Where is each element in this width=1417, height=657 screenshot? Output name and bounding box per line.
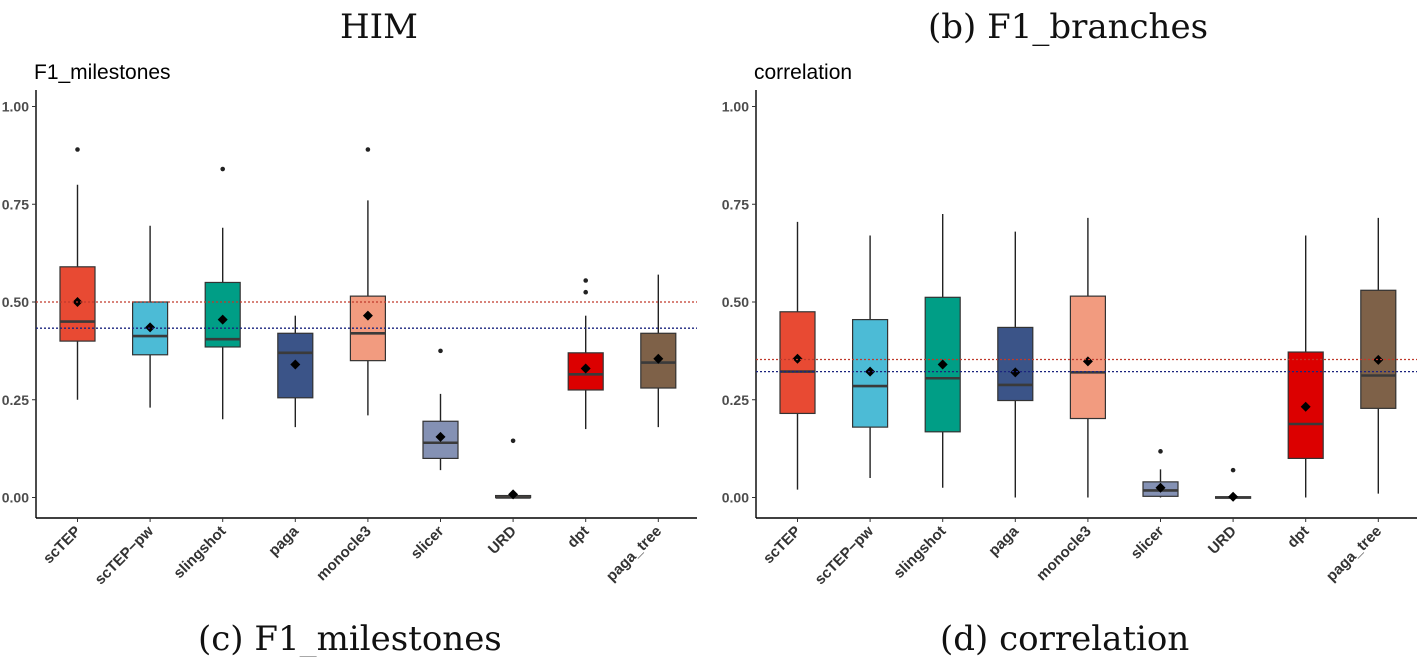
outlier-point — [75, 147, 80, 152]
y-tick-label: 0.00 — [722, 490, 749, 506]
x-category-label: scTEP−pw — [812, 523, 878, 589]
mean-marker — [937, 359, 948, 370]
y-tick-label: 1.00 — [722, 99, 749, 115]
y-tick-label: 0.50 — [2, 294, 29, 310]
mean-marker — [435, 431, 446, 442]
mean-marker — [580, 363, 591, 374]
x-category-label: scTEP — [760, 523, 804, 567]
x-category-label: scTEP — [40, 523, 84, 567]
box-sctep-pw — [851, 235, 889, 478]
x-category-label: paga_tree — [603, 523, 665, 585]
outlier-point — [438, 348, 443, 354]
mean-marker — [1373, 354, 1384, 365]
x-category-label: paga — [265, 522, 302, 559]
x-category-label: URD — [1205, 523, 1240, 558]
x-category-label: slicer — [1128, 523, 1168, 563]
box-dpt — [567, 278, 604, 430]
box-slicer — [1142, 449, 1179, 498]
x-category-label: scTEP−pw — [92, 523, 158, 589]
caption-top-right: (b) F1_branches — [928, 7, 1208, 47]
y-tick-label: 1.00 — [2, 99, 29, 115]
box-slicer — [422, 348, 459, 471]
chart-title-correlation: correlation — [754, 61, 852, 84]
y-tick-label: 0.25 — [2, 392, 29, 408]
mean-marker — [1300, 401, 1311, 412]
outlier-point — [510, 438, 516, 444]
x-category-label: monocle3 — [1033, 523, 1095, 585]
box-urd — [495, 438, 532, 500]
box-paga — [997, 231, 1034, 498]
mean-marker — [1155, 482, 1166, 493]
box-monocle3 — [1069, 217, 1107, 498]
x-category-label: slingshot — [170, 523, 229, 582]
caption-top-left: HIM — [340, 7, 418, 47]
box-dpt — [1287, 235, 1324, 498]
box-urd — [1214, 467, 1252, 502]
outlier-point — [583, 289, 588, 295]
mean-marker — [653, 353, 664, 364]
boxplot-f1-milestones: 0.00 0.25 0.50 0.75 1.00 scTEP scTEP−pw slingsh… — [2, 90, 697, 588]
caption-bottom-left: (c) F1_milestones — [198, 619, 502, 657]
box-sctep — [779, 221, 816, 490]
y-tick-label: 0.25 — [722, 392, 749, 408]
y-tick-label: 0.50 — [722, 294, 749, 310]
y-tick-label: 0.75 — [2, 196, 29, 212]
mean-marker — [792, 353, 803, 364]
chart-title-f1-milestones: F1_milestones — [34, 61, 171, 84]
box-sctep — [59, 147, 96, 400]
mean-marker — [217, 314, 228, 325]
mean-marker — [290, 359, 301, 370]
x-category-label: paga — [985, 522, 1022, 559]
mean-marker — [145, 322, 156, 333]
x-category-label: dpt — [1284, 523, 1313, 552]
outlier-point — [220, 166, 225, 172]
mean-marker — [362, 310, 373, 321]
mean-marker — [1228, 491, 1239, 502]
box-paga — [277, 315, 314, 428]
mean-marker — [865, 366, 876, 377]
x-category-label: URD — [485, 523, 520, 558]
caption-bottom-right: (d) correlation — [940, 619, 1189, 657]
outlier-point — [1230, 467, 1236, 473]
x-category-label: dpt — [564, 523, 593, 552]
box-paga_tree — [1360, 217, 1397, 494]
x-category-label: slingshot — [890, 523, 949, 582]
mean-marker — [1010, 367, 1021, 378]
box-body — [1360, 289, 1397, 409]
x-category-label: monocle3 — [313, 523, 375, 585]
x-category-label: paga_tree — [1323, 523, 1385, 585]
box-slingshot — [924, 214, 961, 488]
outlier-point — [1158, 449, 1163, 454]
box-paga_tree — [640, 274, 677, 428]
boxplot-correlation: 0.00 0.25 0.50 0.75 1.00 scTEP scTEP−pw slingsh… — [722, 90, 1417, 588]
box-monocle3 — [349, 147, 386, 416]
y-tick-label: 0.00 — [2, 490, 29, 506]
outlier-point — [365, 147, 371, 152]
mean-marker — [508, 489, 519, 500]
outlier-point — [583, 278, 588, 283]
box-slingshot — [204, 166, 241, 420]
y-tick-label: 0.75 — [722, 196, 749, 212]
box-body — [997, 326, 1034, 402]
x-category-label: slicer — [408, 523, 448, 563]
box-sctep-pw — [132, 225, 169, 408]
